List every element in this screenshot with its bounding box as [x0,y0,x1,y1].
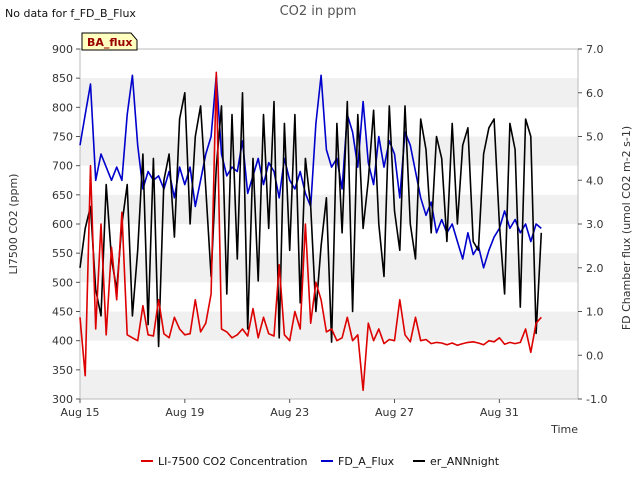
badge: BA_flux [81,32,138,51]
legend-label: LI-7500 CO2 Concentration [158,455,308,468]
chart-title: CO2 in ppm [280,4,357,19]
y-right-tick-label: 3.0 [586,218,604,231]
y-left-tick-label: 450 [52,306,73,319]
y-left-tick-label: 750 [52,131,73,144]
badge-box [81,32,138,51]
grid-bands [80,78,578,399]
y-right-tick-label: -1.0 [586,393,607,406]
x-tick-label: Aug 27 [375,406,414,419]
y-left-tick-label: 850 [52,72,73,85]
y-left-tick-label: 600 [52,218,73,231]
y-left-tick-label: 550 [52,247,73,260]
series-layer [79,71,543,392]
x-tick-label: Aug 15 [61,406,100,419]
y-right-tick-label: 7.0 [586,43,604,56]
y-left-tick-label: 350 [52,364,73,377]
y-left-tick-label: 800 [52,101,73,114]
x-axis: Aug 15 Aug 19 Aug 23 Aug 27 Aug 31 [61,399,519,419]
y-right-tick-label: 6.0 [586,87,604,100]
grid-band [80,136,578,166]
y-right-tick-label: 4.0 [586,174,604,187]
grid-band [80,369,578,399]
right-axis: -1.0 0.0 1.0 2.0 3.0 4.0 5.0 6.0 7.0 [578,43,607,406]
legend: LI-7500 CO2 Concentration FD_A_Flux er_ANN… [141,455,500,468]
legend-label: FD_A_Flux [338,455,395,468]
x-tick-label: Aug 19 [165,406,204,419]
series-line-li-7500-co2-concentration [79,71,542,392]
y-right-tick-label: 1.0 [586,306,604,319]
y-left-tick-label: 300 [52,393,73,406]
y-right-tick-label: 2.0 [586,262,604,275]
left-axis: 300 350 400 450 500 550 600 650 700 750 800 850 900 [52,43,80,406]
y-left-tick-label: 700 [52,160,73,173]
y-axis-left-label: LI7500 CO2 (ppm) [7,174,20,275]
legend-label: er_ANNnight [430,455,500,468]
no-data-note: No data for f_FD_B_Flux [5,7,136,20]
y-left-tick-label: 650 [52,189,73,202]
y-axis-right-label: FD Chamber flux (umol CO2 m-2 s-1) [620,126,633,330]
x-axis-label: Time [550,423,578,436]
y-left-tick-label: 400 [52,335,73,348]
y-right-tick-label: 5.0 [586,131,604,144]
grid-band [80,78,578,108]
y-left-tick-label: 500 [52,276,73,289]
y-right-tick-label: 0.0 [586,349,604,362]
x-tick-label: Aug 23 [270,406,309,419]
series-line-er-annnight [79,92,543,348]
x-tick-label: Aug 31 [480,406,519,419]
y-left-tick-label: 900 [52,43,73,56]
badge-label: BA_flux [87,36,132,49]
